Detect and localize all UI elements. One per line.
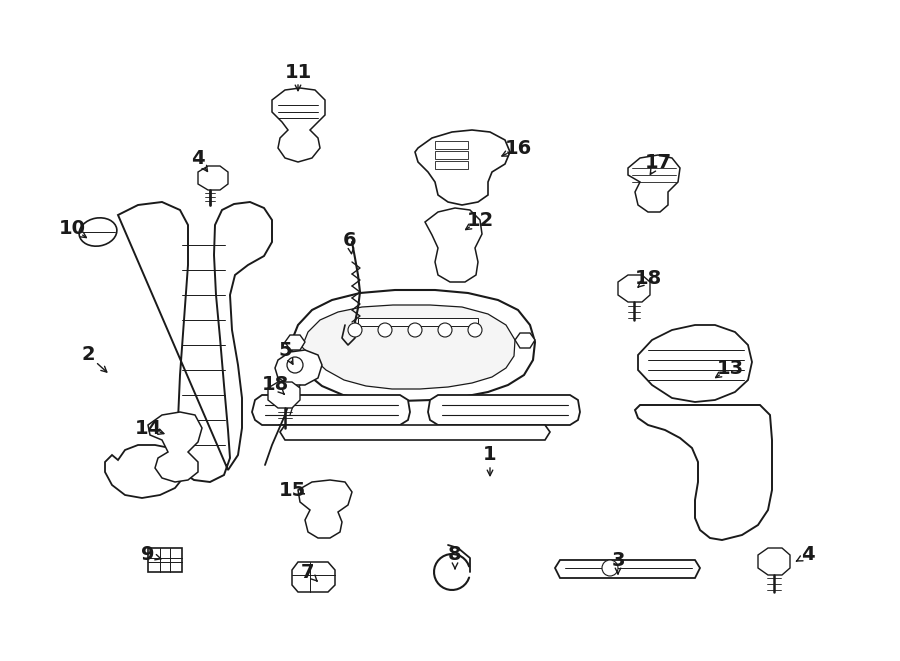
Polygon shape — [435, 151, 468, 159]
Polygon shape — [272, 88, 325, 162]
Circle shape — [468, 323, 482, 337]
Polygon shape — [435, 161, 468, 169]
Text: 4: 4 — [191, 149, 205, 167]
Polygon shape — [275, 350, 322, 385]
Polygon shape — [298, 480, 352, 538]
Text: 10: 10 — [58, 219, 86, 237]
Polygon shape — [358, 318, 478, 326]
Text: 12: 12 — [466, 210, 493, 229]
Text: 15: 15 — [278, 481, 306, 500]
Polygon shape — [628, 155, 680, 212]
Polygon shape — [638, 325, 752, 402]
Polygon shape — [198, 166, 228, 190]
Polygon shape — [415, 130, 510, 205]
Text: 4: 4 — [801, 545, 814, 564]
Text: 3: 3 — [611, 551, 625, 570]
Text: 14: 14 — [134, 418, 162, 438]
Text: 9: 9 — [141, 545, 155, 564]
Polygon shape — [268, 382, 300, 408]
Polygon shape — [618, 275, 650, 302]
Polygon shape — [118, 202, 272, 482]
Text: 16: 16 — [504, 139, 532, 157]
Text: 6: 6 — [343, 231, 356, 249]
Text: 7: 7 — [302, 563, 315, 582]
Polygon shape — [425, 208, 482, 282]
Polygon shape — [252, 395, 410, 425]
Polygon shape — [105, 445, 185, 498]
Text: 13: 13 — [716, 358, 743, 377]
Circle shape — [438, 323, 452, 337]
Polygon shape — [635, 405, 772, 540]
Polygon shape — [428, 395, 580, 425]
Text: 18: 18 — [261, 375, 289, 395]
Polygon shape — [302, 305, 515, 389]
Ellipse shape — [79, 218, 117, 246]
Circle shape — [348, 323, 362, 337]
Text: 2: 2 — [81, 346, 94, 364]
Polygon shape — [292, 562, 335, 592]
Polygon shape — [555, 560, 700, 578]
Text: 8: 8 — [448, 545, 462, 564]
Polygon shape — [758, 548, 790, 575]
Circle shape — [602, 560, 618, 576]
Circle shape — [408, 323, 422, 337]
Polygon shape — [285, 335, 305, 350]
Text: 1: 1 — [483, 446, 497, 465]
Polygon shape — [148, 548, 182, 572]
Polygon shape — [148, 412, 202, 482]
Circle shape — [378, 323, 392, 337]
Polygon shape — [290, 290, 535, 401]
Text: 18: 18 — [634, 268, 662, 288]
Polygon shape — [280, 425, 550, 440]
Text: 5: 5 — [278, 340, 292, 360]
Polygon shape — [515, 333, 535, 348]
Polygon shape — [435, 141, 468, 149]
Circle shape — [287, 357, 303, 373]
Text: 11: 11 — [284, 63, 311, 81]
Text: 17: 17 — [644, 153, 671, 171]
